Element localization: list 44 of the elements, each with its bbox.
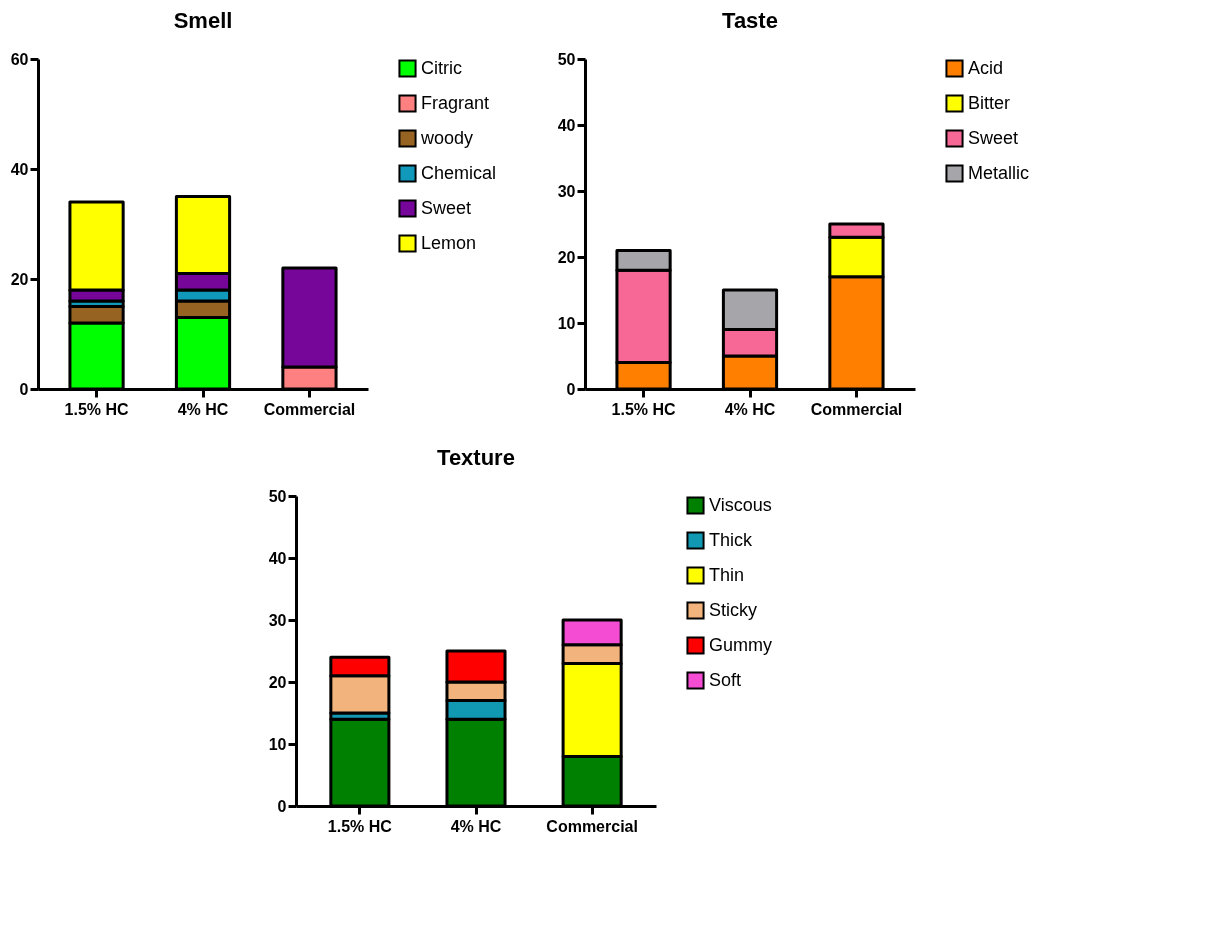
x-tick-label: 4% HC [724, 400, 776, 418]
y-tick-label: 40 [557, 116, 576, 134]
y-tick-label: 10 [557, 314, 576, 332]
y-tick-label: 30 [557, 182, 576, 200]
legend-label: Thick [709, 529, 753, 550]
legend-label: Gummy [709, 634, 772, 655]
x-tick-label: 4% HC [450, 817, 502, 835]
y-tick-label: 50 [268, 487, 287, 505]
y-tick-label: 0 [277, 797, 287, 815]
legend-label: Acid [968, 57, 1004, 78]
y-tick-label: 0 [566, 380, 576, 398]
legend-label: Citric [421, 57, 462, 78]
legend-label: Sweet [968, 127, 1019, 148]
chart-title: Taste [722, 8, 778, 33]
legend-label: Fragrant [421, 92, 490, 113]
y-tick-label: 10 [268, 735, 287, 753]
x-tick-label: 1.5% HC [611, 400, 676, 418]
x-tick-label: 1.5% HC [64, 400, 129, 418]
legend-label: Sweet [421, 197, 472, 218]
legend-label: Viscous [709, 494, 772, 515]
y-tick-label: 30 [268, 611, 287, 629]
y-tick-label: 40 [268, 549, 287, 567]
y-tick-label: 20 [10, 270, 29, 288]
y-tick-label: 20 [557, 248, 576, 266]
legend-label: Thin [709, 564, 745, 585]
legend-label: Lemon [421, 232, 477, 253]
legend-label: Sticky [709, 599, 758, 620]
legend-label: Bitter [968, 92, 1011, 113]
x-tick-label: Commercial [810, 400, 903, 418]
chart-title: Smell [173, 8, 233, 33]
legend-label: Chemical [421, 162, 497, 183]
y-tick-label: 0 [19, 380, 29, 398]
x-tick-label: Commercial [546, 817, 638, 835]
y-tick-label: 50 [557, 50, 576, 68]
y-tick-label: 20 [268, 673, 287, 691]
y-tick-label: 60 [10, 50, 29, 68]
y-tick-label: 40 [10, 160, 29, 178]
x-tick-label: Commercial [263, 400, 356, 418]
legend-label: Soft [709, 669, 742, 690]
chart-title: Texture [437, 445, 515, 470]
legend-label: woody [420, 127, 474, 148]
legend-label: Metallic [968, 162, 1030, 183]
x-tick-label: 4% HC [177, 400, 229, 418]
x-tick-label: 1.5% HC [327, 817, 393, 835]
